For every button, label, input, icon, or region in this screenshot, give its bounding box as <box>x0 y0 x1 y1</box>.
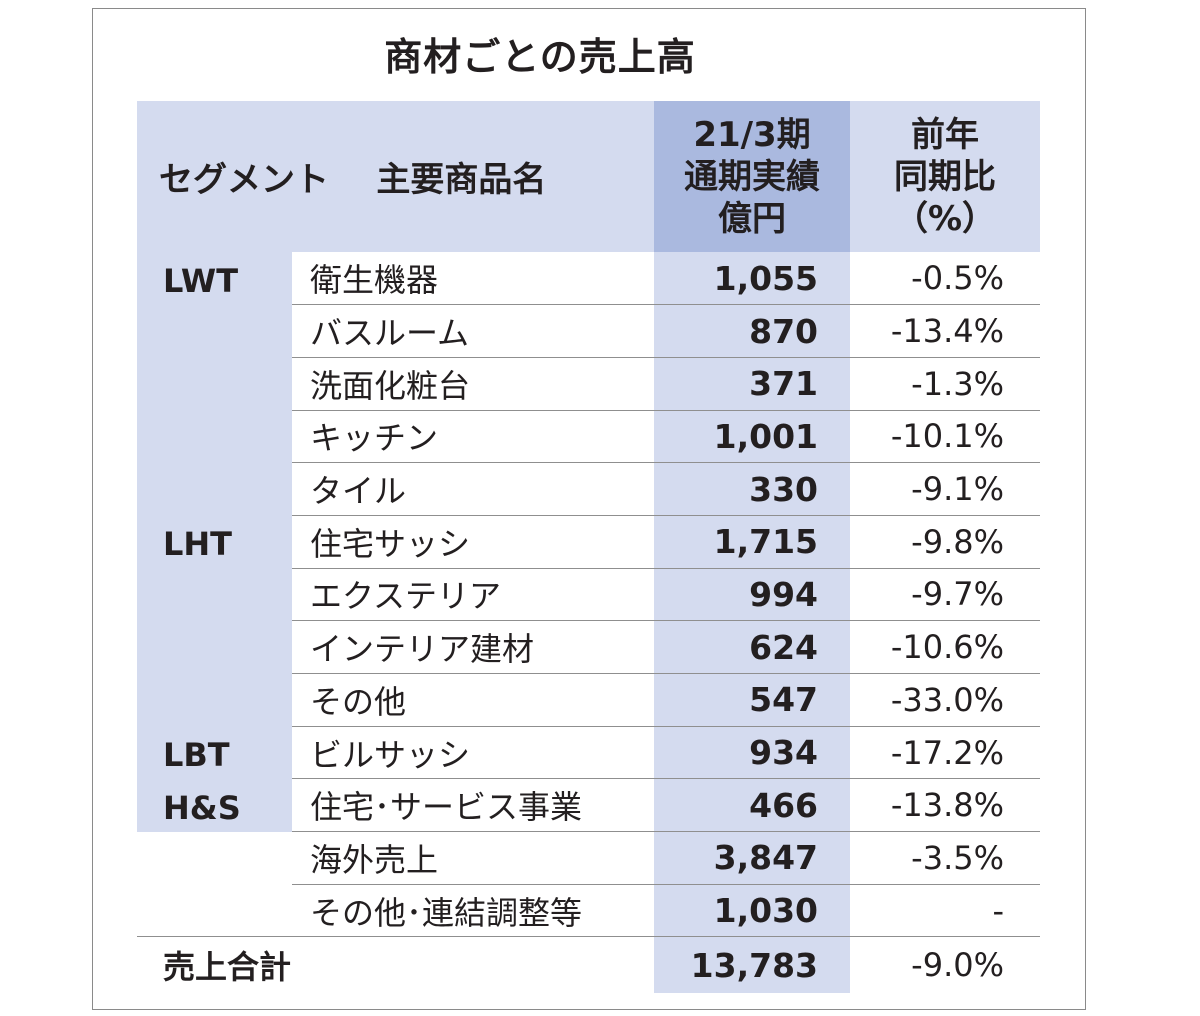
product-cell: 洗面化粧台 <box>292 357 655 411</box>
header-value-line: 通期実績 <box>684 156 821 197</box>
product-cell: ビルサッシ <box>292 726 655 780</box>
table-row: バスルーム 870 -13.4% <box>137 304 1041 358</box>
product-cell: その他･連結調整等 <box>310 893 583 932</box>
yoy-cell: -3.5% <box>850 831 1041 885</box>
header-yoy-line: 同期比 <box>894 156 997 197</box>
value-cell: 934 <box>654 726 851 780</box>
table-row: その他･連結調整等 1,030 - <box>137 884 1040 937</box>
segment-cell: LWT <box>137 252 292 516</box>
sales-table: セグメント 主要商品名 21/3期 通期実績 億円 前年 同期比 （%） LWT… <box>137 101 1041 993</box>
header-product: 主要商品名 <box>376 160 547 200</box>
table-row: タイル 330 -9.1% <box>137 462 1041 516</box>
value-cell: 1,055 <box>654 252 851 306</box>
yoy-cell: - <box>992 891 1005 930</box>
product-cell: バスルーム <box>292 304 655 358</box>
table-row: LWT 衛生機器 1,055 -0.5% <box>137 252 1041 516</box>
yoy-cell: -10.6% <box>850 620 1041 674</box>
header-yoy: 前年 同期比 （%） <box>850 101 1041 252</box>
yoy-cell: -1.3% <box>850 357 1041 411</box>
value-cell: 1,001 <box>654 410 851 464</box>
yoy-cell: -10.1% <box>850 410 1041 464</box>
table-row: H&S 住宅･サービス事業 466 -13.8% <box>137 778 1041 833</box>
product-cell: タイル <box>292 462 655 516</box>
value-cell: 624 <box>654 620 851 674</box>
segment-cell <box>137 831 292 937</box>
product-cell: キッチン <box>292 410 655 464</box>
yoy-cell: -9.1% <box>850 462 1041 516</box>
table-row: LBT ビルサッシ 934 -17.2% <box>137 726 1041 780</box>
total-value: 13,783 <box>654 936 851 993</box>
table-row: インテリア建材 624 -10.6% <box>137 620 1041 674</box>
value-cell: 3,847 <box>654 831 851 885</box>
product-cell: エクステリア <box>292 568 655 622</box>
table-row: LHT 住宅サッシ 1,715 -9.8% <box>137 515 1041 727</box>
table-row: その他 547 -33.0% <box>137 673 1041 727</box>
header-value-line: 億円 <box>718 198 787 239</box>
total-row: 売上合計 13,783 -9.0% <box>137 936 1041 993</box>
value-cell: 870 <box>654 304 851 358</box>
table-row: 洗面化粧台 371 -1.3% <box>137 357 1041 411</box>
product-cell: 海外売上 <box>292 831 655 885</box>
product-cell: その他 <box>292 673 655 727</box>
value-cell: 1,715 <box>654 515 851 569</box>
header-segment: セグメント <box>159 160 329 200</box>
yoy-cell: -13.4% <box>850 304 1041 358</box>
table-body: LWT 衛生機器 1,055 -0.5% バスルーム 870 -13.4% 洗面化粧台 371-… <box>137 252 1041 993</box>
product-cell: インテリア建材 <box>292 620 655 674</box>
yoy-cell: -33.0% <box>850 673 1041 727</box>
yoy-cell: -0.5% <box>850 252 1041 306</box>
value-cell: 994 <box>654 568 851 622</box>
header-segment-product: セグメント 主要商品名 <box>137 101 655 252</box>
product-cell: 住宅サッシ <box>292 515 655 569</box>
value-cell: 330 <box>654 462 851 516</box>
yoy-cell: -13.8% <box>850 778 1041 833</box>
product-cell: 住宅･サービス事業 <box>292 778 655 833</box>
segment-cell: LHT <box>137 515 292 727</box>
table-row: 海外売上 3,847 -3.5% <box>137 831 1041 937</box>
header-yoy-line: （%） <box>893 198 997 239</box>
header-value: 21/3期 通期実績 億円 <box>654 101 851 252</box>
yoy-cell: -17.2% <box>850 726 1041 780</box>
total-label: 売上合計 <box>137 936 655 993</box>
chart-title: 商材ごとの売上高 <box>384 35 696 79</box>
segment-cell: LBT <box>137 726 292 779</box>
header-row: セグメント 主要商品名 21/3期 通期実績 億円 前年 同期比 （%） <box>137 101 1041 252</box>
table-frame <box>92 8 1086 1010</box>
header-value-line: 21/3期 <box>693 114 811 155</box>
value-cell: 371 <box>654 357 851 411</box>
table-row: キッチン 1,001 -10.1% <box>137 410 1041 464</box>
yoy-cell: -9.8% <box>850 515 1041 569</box>
value-cell: 466 <box>654 778 851 833</box>
product-cell: 衛生機器 <box>292 252 655 306</box>
yoy-cell: -9.7% <box>850 568 1041 622</box>
table-row: エクステリア 994 -9.7% <box>137 568 1041 622</box>
total-yoy: -9.0% <box>850 936 1041 993</box>
segment-cell: H&S <box>137 778 292 832</box>
value-cell: 547 <box>654 673 851 727</box>
value-cell: 1,030 <box>654 884 851 937</box>
header-yoy-line: 前年 <box>911 114 980 155</box>
